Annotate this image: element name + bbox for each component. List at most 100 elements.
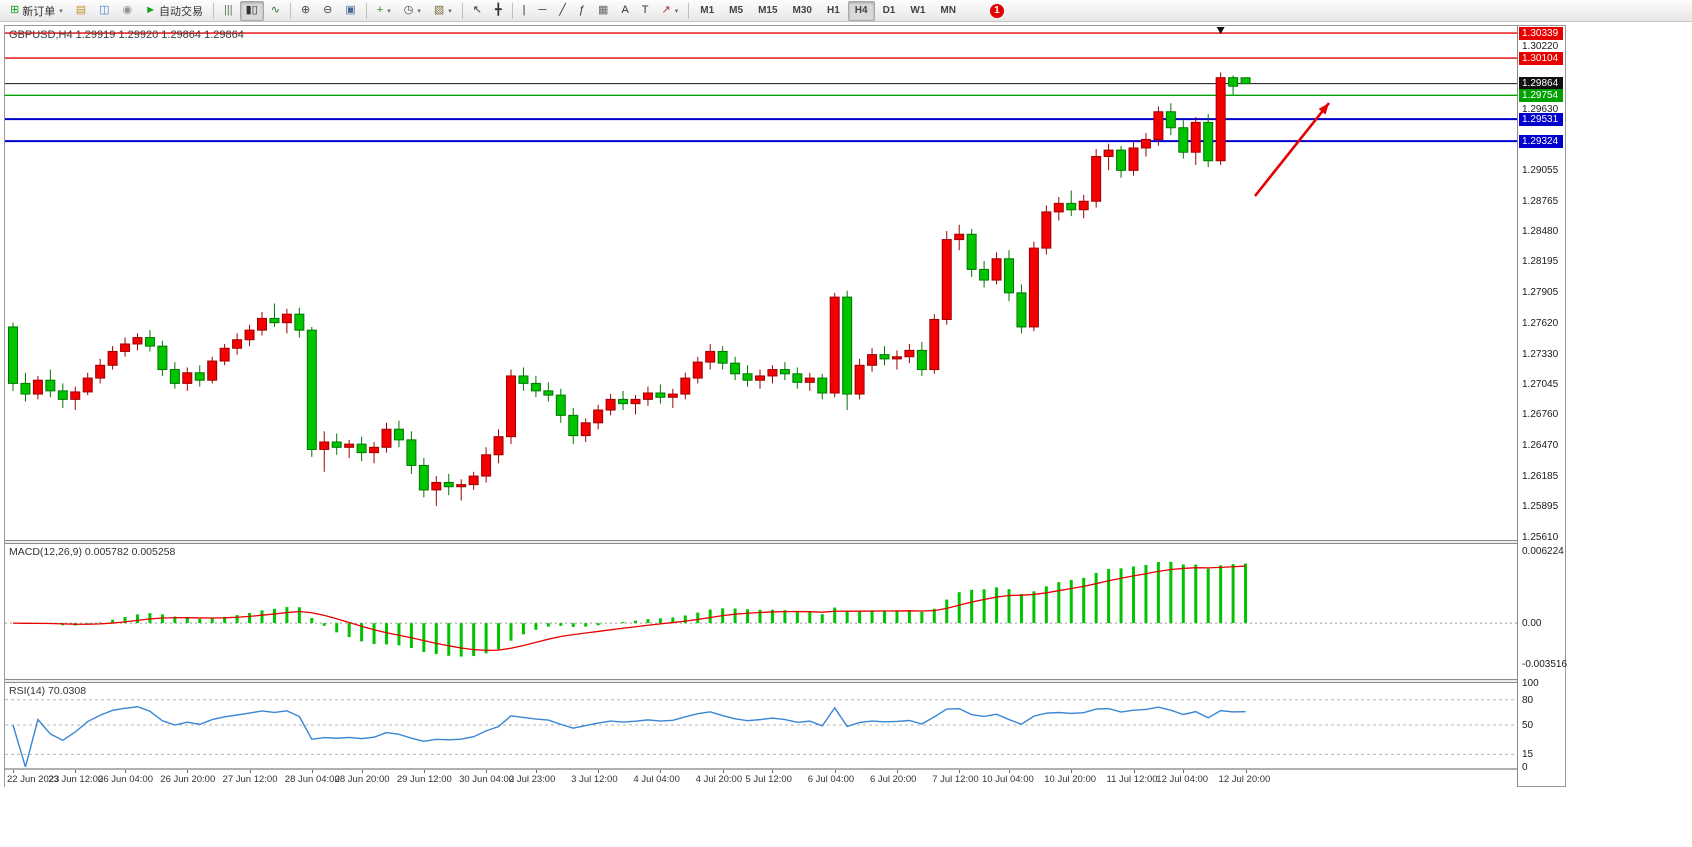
candle [842,296,853,395]
candlestick-chart-button[interactable]: ▮▯ [239,0,264,21]
toolbar-separator [511,2,513,19]
cursor-icon: ↖ [472,4,483,16]
toolbar-separator [213,2,215,19]
candle [144,337,155,347]
candle [916,349,927,371]
price-tag-1.29864: 1.29864 [1519,77,1563,91]
time-tick [187,770,189,773]
candle [630,398,641,405]
candle [568,414,579,437]
rsi-pane[interactable]: RSI(14) 70.0308 [5,683,1517,767]
timeframe-mn-button-label: MN [940,5,956,16]
bar-chart-button[interactable]: ||| [218,1,239,21]
timeframe-w1-button[interactable]: W1 [903,1,932,21]
rsi-axis-label: 50 [1522,720,1534,731]
candle [667,393,678,398]
horizontal-line-icon: ─ [538,4,547,16]
trendline-button[interactable]: ╱ [553,1,572,21]
arrows-button[interactable]: ↗ ▾ [656,1,685,21]
candle [1028,247,1039,328]
candle [817,377,828,394]
autotrade-button[interactable]: ► 自动交易 [139,1,209,21]
vertical-line-icon: | [522,4,526,16]
cursor-button[interactable]: ↖ [467,1,488,21]
candle [904,349,915,358]
charts-grid-button[interactable]: ▤ [70,1,92,21]
vertical-line-button[interactable]: | [517,1,532,21]
zoom-in-button[interactable]: ⊕ [295,1,316,21]
price-axis-label: 1.28765 [1522,195,1559,207]
candle [618,398,629,405]
time-tick [311,770,313,773]
indicators-button[interactable]: + ▾ [371,1,397,21]
macd-label: MACD(12,26,9) 0.005782 0.005258 [9,546,176,558]
timeframe-m5-button[interactable]: M5 [722,1,750,21]
main-chart-pane[interactable]: GBPUSD,H4 1.29919 1.29920 1.29864 1.2986… [5,26,1517,540]
timeframe-h4-button-label: H4 [854,5,868,16]
macd-axis-label: 0.00 [1522,618,1542,630]
candle [1091,155,1102,202]
text-icon: A [621,4,629,16]
time-axis-label: 23 Jun 12:00 [48,774,104,785]
macd-pane[interactable]: MACD(12,26,9) 0.005782 0.005258 [5,544,1517,679]
crosshair-button[interactable]: ╋ [489,1,508,21]
notification-badge: 1 [989,3,1004,18]
price-axis-label: 1.28195 [1522,256,1559,268]
timeframe-m30-button[interactable]: M30 [786,1,819,21]
fibonacci-button[interactable]: ƒ [573,1,591,21]
candle [1203,121,1214,162]
trend-arrow-annotation[interactable] [1253,102,1331,197]
templates-icon: ▧ [433,4,445,16]
rsi-axis-label: 15 [1522,749,1534,761]
pane-separator[interactable] [5,679,1565,683]
timeframe-h4-button[interactable]: H4 [847,0,875,21]
zoom-out-button[interactable]: ⊖ [317,1,338,21]
candle [730,362,741,375]
shapes-button[interactable]: ▦ [592,1,614,21]
templates-button[interactable]: ▧ ▾ [428,1,458,21]
time-axis-label: 6 Jul 20:00 [869,774,917,785]
line-chart-icon: ∿ [270,4,280,16]
price-tag-1.30339: 1.30339 [1519,26,1563,40]
candlestick-chart-icon: ▮▯ [245,4,258,16]
rsi-chart [5,699,1517,767]
candle [954,233,965,241]
time-axis: 22 Jun 2023 23 Jun 12:00 26 Jun 04:00 26 Ju… [5,770,1517,788]
timeframe-mn-button[interactable]: MN [933,1,963,21]
candle [443,481,454,488]
candle [1116,149,1127,171]
community-button[interactable]: ◉ [117,1,139,21]
tile-windows-button[interactable]: ▣ [339,1,361,21]
time-tick [1133,770,1135,773]
time-tick [486,770,488,773]
timeframe-m1-button[interactable]: M1 [693,1,721,21]
timeframe-h1-button[interactable]: H1 [820,1,847,21]
line-chart-button[interactable]: ∿ [265,1,286,21]
time-tick [959,770,961,773]
new-order-dropdown-icon: ▾ [59,7,63,15]
price-axis-label: 1.25895 [1522,501,1559,513]
candle [207,360,218,381]
price-tag-1.29324: 1.29324 [1519,134,1563,148]
candle [779,369,790,375]
candle [742,373,753,381]
pane-separator[interactable] [5,540,1565,544]
candle [506,375,516,438]
timeframe-m15-button[interactable]: M15 [751,1,784,21]
candle [281,313,292,324]
price-axis-label: 1.25610 [1522,531,1559,543]
candle [1128,147,1139,171]
candle [1140,138,1151,149]
autotrade-button-label: 自动交易 [159,5,204,18]
candle [356,443,367,454]
text-button[interactable]: A [615,1,634,21]
time-axis-separator [5,768,1565,770]
text-label-button[interactable]: T [636,1,655,21]
profile-button[interactable]: ◫ [93,1,115,21]
timeframe-d1-button[interactable]: D1 [876,1,903,21]
time-axis-label: 7 Jul 12:00 [932,774,979,785]
periods-button[interactable]: ◷ ▾ [398,1,427,21]
horizontal-line-button[interactable]: ─ [533,1,553,21]
time-axis-label: 29 Jun 12:00 [396,774,452,785]
new-order-button[interactable]: ⊞ 新订单 ▾ [4,1,69,21]
